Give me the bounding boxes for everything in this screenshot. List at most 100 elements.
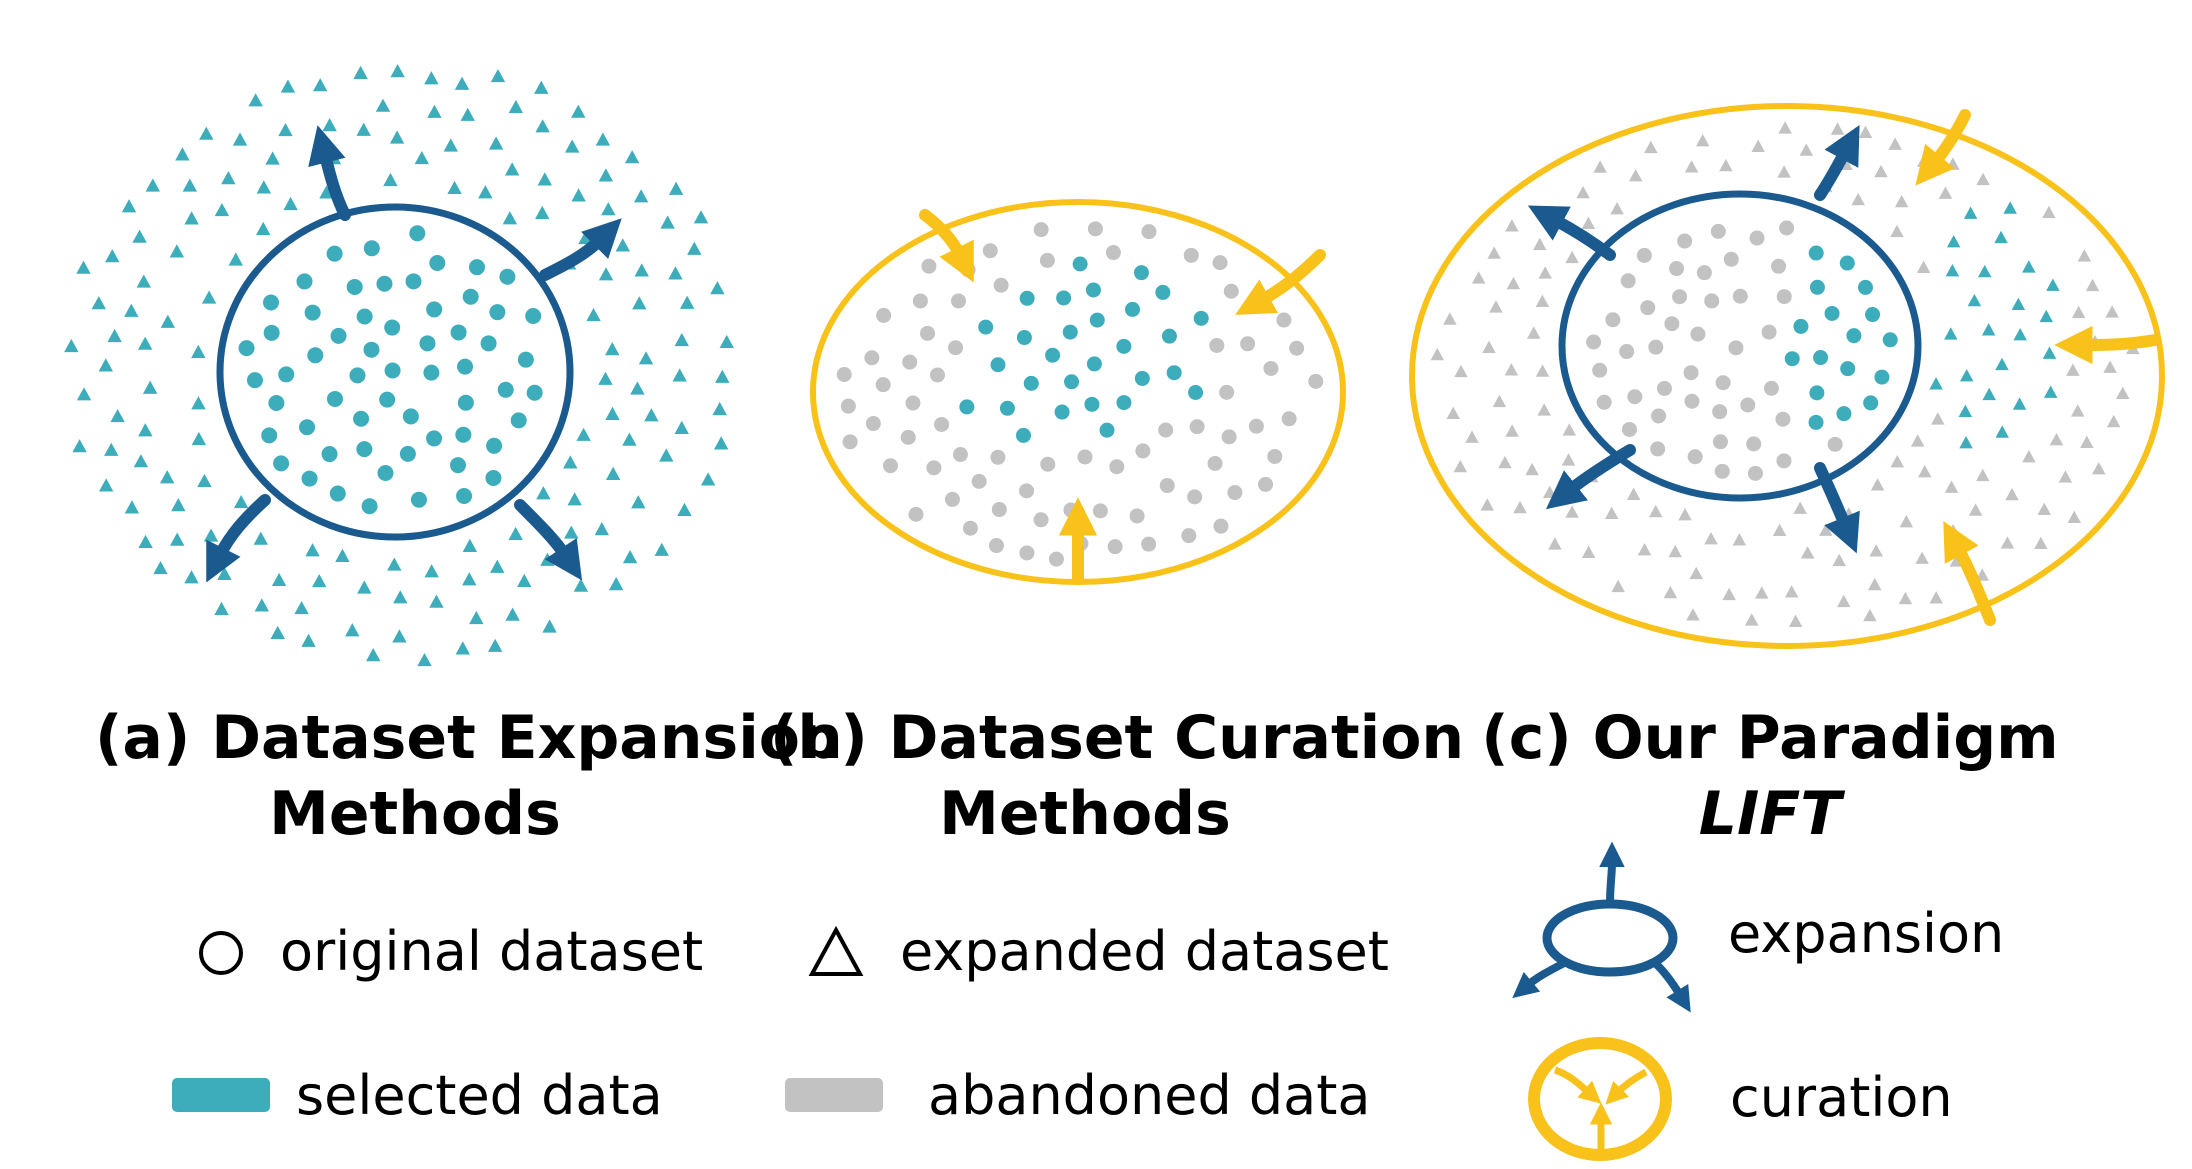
data-point-triangle (104, 442, 119, 456)
panel-b-curation-arrows (919, 209, 1326, 584)
panel-a-original-boundary (216, 203, 574, 541)
data-point-triangle (335, 548, 350, 562)
data-point-circle (1723, 251, 1739, 267)
data-point-circle (326, 245, 343, 262)
data-point-circle (261, 427, 278, 444)
data-point-triangle (2116, 386, 2130, 399)
panel-b-points (836, 221, 1324, 567)
data-point-triangle (1751, 139, 1765, 152)
data-point-triangle (1538, 266, 1552, 279)
data-point-triangle (1832, 553, 1846, 567)
data-point-triangle (2013, 328, 2027, 341)
data-point-circle (384, 362, 401, 379)
data-point-triangle (2000, 536, 2015, 549)
curation-arrow (1915, 109, 1971, 186)
data-point-circle (1105, 245, 1121, 261)
data-point-triangle (608, 577, 624, 591)
data-point-circle (1656, 380, 1672, 396)
data-point-circle (376, 275, 393, 292)
data-point-triangle (2067, 510, 2082, 523)
data-point-circle (1077, 449, 1093, 465)
data-point-triangle (159, 470, 175, 484)
data-point-circle (304, 304, 321, 321)
data-point-triangle (1513, 500, 1527, 514)
data-point-triangle (2011, 297, 2026, 310)
data-point-circle (1267, 448, 1283, 464)
data-point-circle (361, 498, 378, 515)
data-point-circle (1188, 385, 1204, 401)
data-point-triangle (710, 281, 725, 295)
data-point-circle (1240, 336, 1256, 352)
data-point-circle (410, 491, 427, 508)
data-point-triangle (1929, 591, 1943, 604)
data-point-triangle (271, 572, 287, 587)
data-point-triangle (504, 162, 520, 176)
data-point-triangle (586, 307, 601, 322)
data-point-triangle (1581, 216, 1596, 229)
data-point-triangle (713, 436, 729, 450)
data-point-triangle (1533, 237, 1547, 251)
data-point-triangle (1695, 134, 1710, 147)
data-point-circle (1882, 332, 1898, 348)
data-point-triangle (1610, 202, 1624, 215)
data-point-circle (1276, 312, 1292, 328)
data-point-circle (990, 449, 1006, 465)
data-point-triangle (1918, 464, 1932, 478)
data-point-triangle (278, 122, 293, 137)
data-point-circle (1116, 338, 1132, 354)
data-point-triangle (2005, 487, 2019, 501)
data-point-triangle (1863, 608, 1877, 622)
data-point-triangle (1535, 364, 1550, 377)
data-point-circle (1181, 528, 1197, 544)
data-point-triangle (1870, 478, 1885, 491)
data-point-triangle (508, 99, 524, 114)
data-point-circle (1212, 255, 1228, 271)
data-point-circle (456, 488, 473, 505)
data-point-triangle (505, 607, 520, 621)
data-point-circle (1808, 414, 1824, 430)
data-point-circle (1189, 419, 1205, 435)
data-point-triangle (392, 629, 407, 643)
data-point-circle (908, 506, 924, 522)
data-point-circle (1763, 380, 1779, 396)
gray-swatch-icon (785, 1078, 883, 1112)
data-point-circle (1687, 449, 1703, 465)
data-point-circle (864, 350, 880, 366)
data-point-triangle (2091, 462, 2106, 475)
data-point-triangle (169, 244, 185, 258)
data-point-circle (1056, 290, 1072, 306)
expansion-arrow (514, 499, 583, 581)
data-point-circle (1620, 273, 1636, 289)
data-point-triangle (1689, 566, 1703, 580)
data-point-circle (489, 304, 506, 321)
data-point-circle (457, 358, 474, 375)
data-point-triangle (98, 478, 114, 492)
data-point-circle (1019, 290, 1035, 306)
data-point-circle (952, 447, 968, 463)
data-point-circle (1776, 289, 1792, 305)
data-point-circle (238, 340, 255, 357)
data-point-triangle (1800, 546, 1815, 559)
data-point-triangle (2034, 536, 2048, 549)
data-point-circle (1586, 334, 1602, 350)
data-point-triangle (700, 472, 716, 486)
data-point-triangle (1593, 160, 1607, 173)
data-point-circle (1747, 465, 1763, 481)
data-point-triangle (1542, 485, 1557, 498)
data-point-triangle (1874, 164, 1888, 178)
panel-c-caption-line2: LIFT (1698, 779, 1842, 849)
data-point-circle (1062, 324, 1078, 340)
data-point-triangle (1443, 312, 1457, 325)
legend-expansion-label: expansion (1728, 902, 2005, 965)
data-point-triangle (631, 495, 646, 509)
data-point-triangle (1498, 455, 1512, 469)
data-point-circle (1710, 223, 1726, 239)
data-point-triangle (1793, 501, 1807, 514)
data-point-triangle (2103, 360, 2117, 373)
data-point-triangle (622, 432, 637, 446)
data-point-circle (1141, 224, 1157, 240)
data-point-circle (346, 278, 363, 295)
data-point-triangle (312, 573, 327, 588)
data-point-triangle (2046, 278, 2060, 291)
